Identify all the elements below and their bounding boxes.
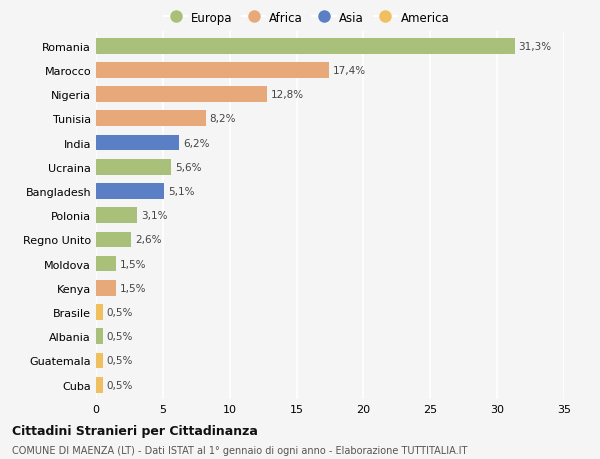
Text: 0,5%: 0,5% — [107, 356, 133, 366]
Text: 17,4%: 17,4% — [332, 66, 366, 76]
Legend: Europa, Africa, Asia, America: Europa, Africa, Asia, America — [159, 7, 454, 29]
Bar — [96, 63, 329, 78]
Bar — [96, 135, 179, 151]
Text: 2,6%: 2,6% — [135, 235, 161, 245]
Text: 1,5%: 1,5% — [120, 283, 146, 293]
Bar — [96, 304, 103, 320]
Bar — [96, 184, 164, 199]
Text: 0,5%: 0,5% — [107, 380, 133, 390]
Bar — [96, 87, 267, 103]
Text: 31,3%: 31,3% — [518, 42, 551, 51]
Text: 3,1%: 3,1% — [142, 211, 168, 221]
Bar — [96, 353, 103, 369]
Bar — [96, 39, 515, 55]
Bar — [96, 280, 116, 296]
Text: 0,5%: 0,5% — [107, 308, 133, 317]
Bar — [96, 111, 206, 127]
Bar — [96, 232, 131, 248]
Bar — [96, 329, 103, 344]
Bar — [96, 160, 171, 175]
Text: COMUNE DI MAENZA (LT) - Dati ISTAT al 1° gennaio di ogni anno - Elaborazione TUT: COMUNE DI MAENZA (LT) - Dati ISTAT al 1°… — [12, 445, 467, 455]
Text: 5,6%: 5,6% — [175, 162, 202, 173]
Bar — [96, 377, 103, 393]
Text: 8,2%: 8,2% — [209, 114, 236, 124]
Text: Cittadini Stranieri per Cittadinanza: Cittadini Stranieri per Cittadinanza — [12, 425, 258, 437]
Text: 0,5%: 0,5% — [107, 331, 133, 341]
Text: 1,5%: 1,5% — [120, 259, 146, 269]
Bar — [96, 256, 116, 272]
Text: 12,8%: 12,8% — [271, 90, 304, 100]
Text: 6,2%: 6,2% — [183, 138, 209, 148]
Text: 5,1%: 5,1% — [168, 186, 195, 196]
Bar — [96, 208, 137, 224]
